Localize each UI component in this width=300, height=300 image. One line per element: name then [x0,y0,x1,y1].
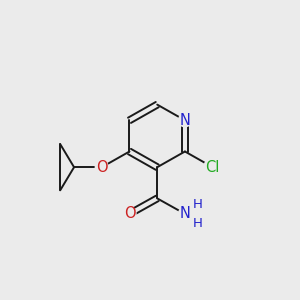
Circle shape [204,158,221,176]
Text: O: O [96,160,108,175]
Text: N: N [179,206,191,221]
Text: O: O [124,206,135,221]
Text: Cl: Cl [206,160,220,175]
Circle shape [95,161,108,174]
Text: N: N [179,113,191,128]
Circle shape [178,114,191,127]
Circle shape [123,207,136,220]
Circle shape [178,207,191,220]
Text: H: H [193,198,202,211]
Text: H: H [193,217,202,230]
